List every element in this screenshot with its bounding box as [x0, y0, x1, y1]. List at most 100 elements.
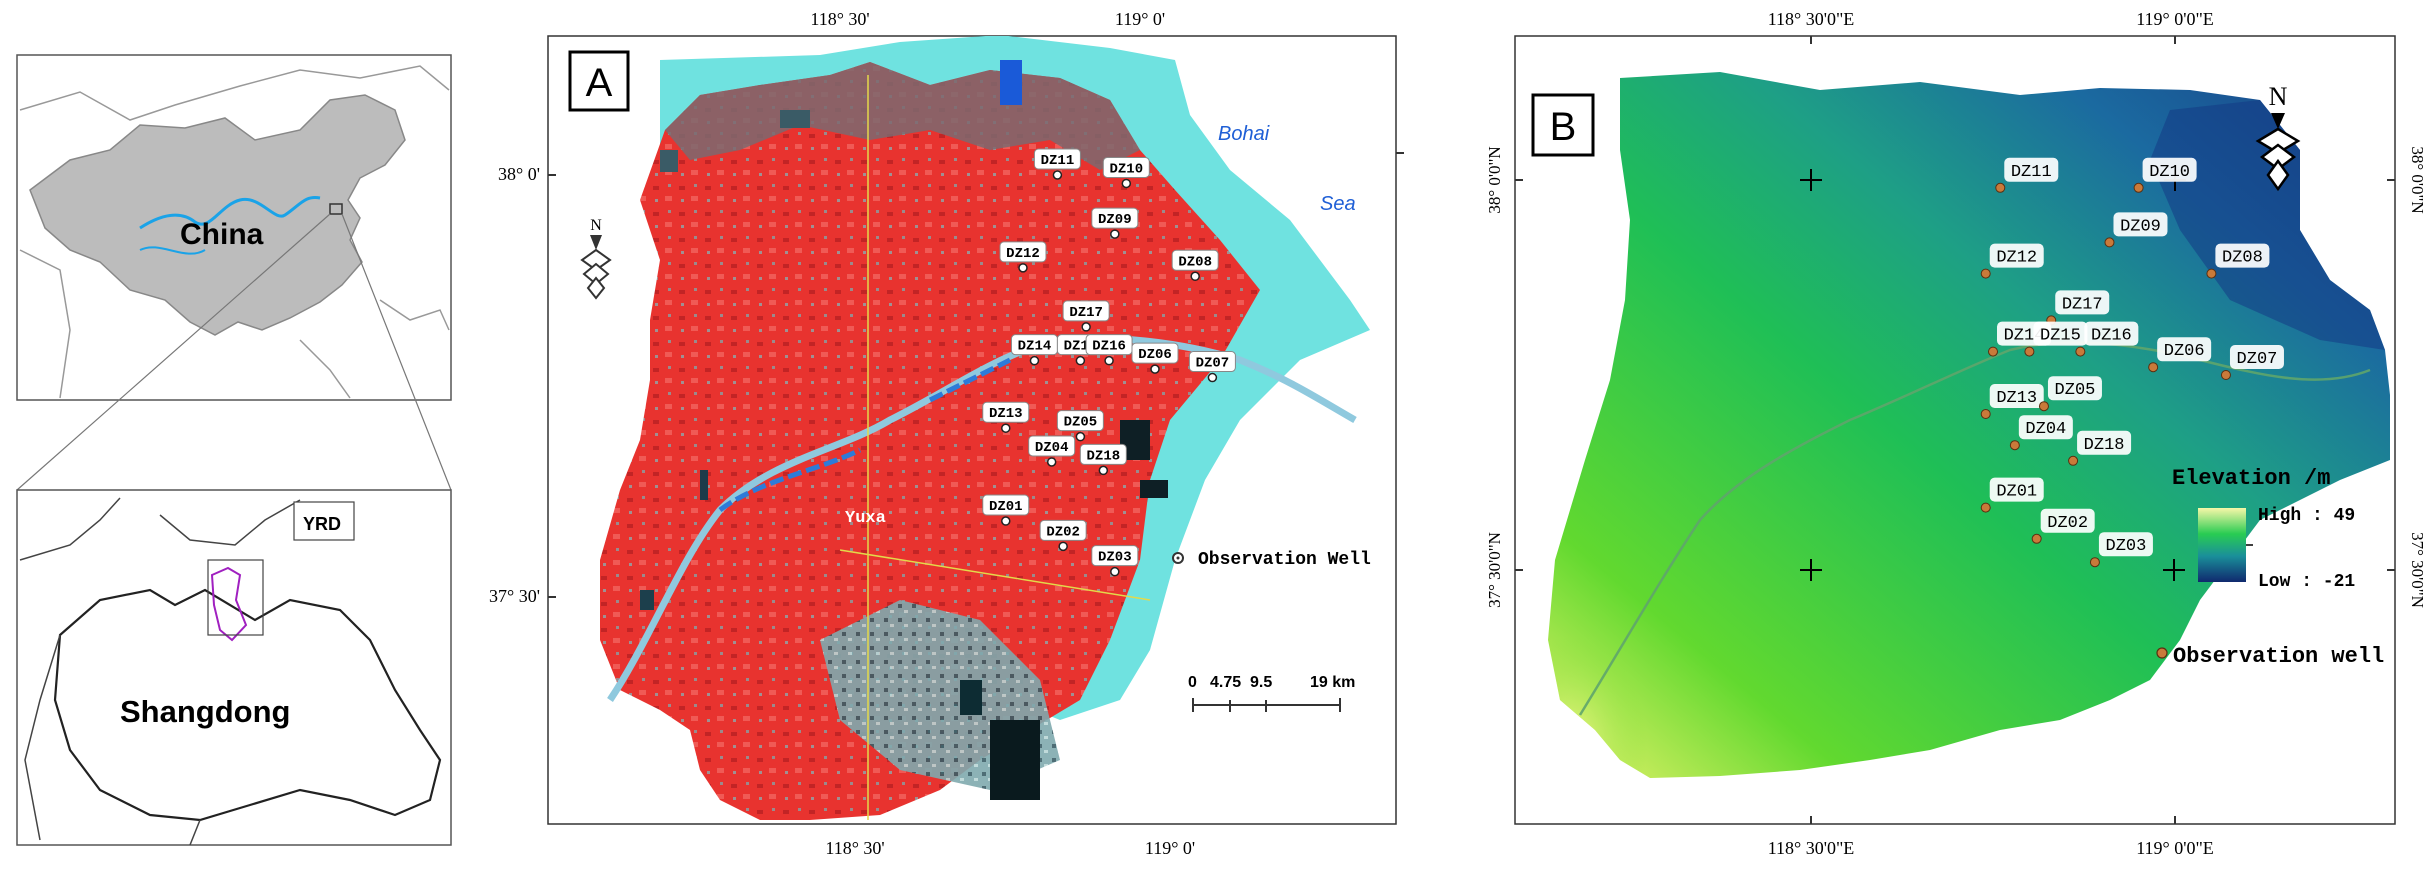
well-label: DZ07 — [1196, 356, 1230, 372]
svg-text:N: N — [590, 217, 602, 234]
well-dz18: DZ18 — [1079, 443, 1127, 476]
well-label: DZ09 — [1098, 212, 1132, 228]
shandong-shape — [53, 588, 442, 822]
well-label: DZ12 — [1006, 246, 1040, 262]
well-dz09: DZ09 — [2104, 212, 2168, 248]
yrd-label: YRD — [303, 514, 341, 534]
well-label: DZ14 — [1018, 339, 1052, 355]
legend-b-title: Elevation /m — [2172, 466, 2330, 491]
b-bottom-tick-1: 118° 30'0"E — [1768, 838, 1855, 858]
well-label: DZ02 — [2047, 514, 2088, 533]
legend-b-well: Observation well — [2173, 644, 2384, 669]
well-label: DZ16 — [2091, 327, 2132, 346]
panel-a-satellite-map: A N Bohai Sea Yuxa DZ11 DZ10 DZ09 DZ12 DZ08 D… — [547, 35, 1404, 825]
well-dz08: DZ08 — [2206, 243, 2270, 279]
well-dz08: DZ08 — [1171, 249, 1219, 282]
legend-b-high: High : 49 — [2258, 506, 2355, 526]
scale-label-2: 9.5 — [1250, 674, 1272, 691]
well-dz03: DZ03 — [1091, 545, 1139, 577]
b-top-tick-1: 118° 30'0"E — [1768, 9, 1855, 29]
svg-text:N: N — [2269, 82, 2288, 111]
well-label: DZ08 — [2222, 249, 2263, 268]
well-label: DZ04 — [2025, 420, 2066, 439]
well-label: DZ15 — [2040, 327, 2081, 346]
b-left-tick-2: 37° 30'0"N — [1485, 532, 1504, 608]
well-label: DZ13 — [1996, 389, 2037, 408]
well-label: DZ16 — [1092, 339, 1126, 355]
well-dz05: DZ05 — [1056, 410, 1104, 442]
well-label: DZ11 — [1041, 153, 1075, 169]
well-dz02: DZ02 — [1039, 519, 1087, 552]
well-dz16: DZ16 — [2075, 321, 2139, 357]
well-dz09: DZ09 — [1091, 207, 1139, 239]
a-bottom-tick-2: 119° 0' — [1145, 838, 1195, 858]
bohai-label: Bohai — [1218, 123, 1270, 145]
legend-a: Observation Well — [1172, 550, 1371, 570]
well-dz17: DZ17 — [2046, 290, 2110, 326]
well-dz07: DZ07 — [2220, 345, 2284, 380]
well-dz10: DZ10 — [1102, 156, 1150, 189]
scale-label-3: 19 km — [1310, 674, 1355, 691]
land-area — [600, 62, 1260, 820]
well-label: DZ11 — [2011, 163, 2052, 182]
a-top-tick-1: 118° 30' — [810, 9, 869, 29]
well-label: DZ03 — [1098, 550, 1132, 566]
well-dz12: DZ12 — [999, 241, 1047, 273]
well-label: DZ06 — [1138, 347, 1172, 363]
north-arrow-icon: N — [2255, 82, 2301, 192]
well-dz10: DZ10 — [2133, 157, 2197, 193]
well-dz15: DZ15 — [2024, 321, 2088, 357]
panel-a-letter: A — [586, 61, 613, 105]
b-left-tick-1: 38° 0'0"N — [1485, 146, 1504, 213]
well-dz17: DZ17 — [1062, 300, 1110, 332]
panel-b-letter: B — [1550, 105, 1577, 149]
north-arrow-icon: N — [580, 217, 612, 300]
well-label: DZ02 — [1046, 524, 1080, 540]
well-label: DZ01 — [989, 499, 1023, 515]
well-dz06: DZ06 — [1131, 342, 1179, 374]
well-label: DZ18 — [2084, 436, 2125, 455]
city-label: Yuxa — [845, 509, 886, 528]
well-label: DZ07 — [2237, 350, 2278, 369]
yrd-shape — [210, 566, 248, 642]
well-label: DZ17 — [1069, 305, 1103, 321]
b-right-tick-1: 38° 0'0"N — [2408, 146, 2427, 213]
shandong-locator-map: YRD Shangdong — [16, 489, 452, 846]
a-left-tick-1: 38° 0' — [498, 164, 540, 184]
well-label: DZ06 — [2164, 342, 2205, 361]
legend-b: Elevation /m High : 49 Low : -21 Observa… — [2156, 466, 2384, 669]
well-dz16: DZ16 — [1085, 334, 1133, 366]
well-dz01: DZ01 — [982, 494, 1030, 526]
well-dz11: DZ11 — [1995, 157, 2059, 193]
well-dz05: DZ05 — [2038, 376, 2102, 412]
well-dz04: DZ04 — [1028, 435, 1076, 467]
well-label: DZ04 — [1035, 440, 1069, 456]
well-dz04: DZ04 — [2009, 415, 2073, 451]
shandong-label: Shangdong — [120, 694, 290, 729]
well-label: DZ18 — [1087, 448, 1121, 464]
well-dz13: DZ13 — [1980, 384, 2044, 419]
well-label: DZ17 — [2062, 295, 2103, 314]
well-dz14: DZ14 — [1010, 334, 1058, 366]
well-label: DZ01 — [1996, 483, 2037, 502]
well-dz18: DZ18 — [2068, 430, 2132, 466]
well-dz01: DZ01 — [1980, 477, 2044, 513]
well-label: DZ13 — [989, 406, 1023, 422]
well-label: DZ10 — [1109, 161, 1143, 177]
china-label: China — [180, 218, 264, 251]
scale-label-0: 0 — [1188, 674, 1197, 691]
scale-label-1: 4.75 — [1210, 674, 1241, 691]
b-top-tick-2: 119° 0'0"E — [2136, 9, 2214, 29]
china-locator-map: China — [16, 54, 452, 401]
well-label: DZ10 — [2149, 163, 2190, 182]
well-label: DZ09 — [2120, 217, 2161, 236]
a-left-tick-2: 37° 30' — [489, 586, 540, 606]
well-dz03: DZ03 — [2089, 532, 2153, 568]
well-label: DZ03 — [2106, 537, 2147, 556]
well-dz12: DZ12 — [1980, 243, 2044, 279]
a-top-tick-2: 119° 0' — [1115, 9, 1165, 29]
